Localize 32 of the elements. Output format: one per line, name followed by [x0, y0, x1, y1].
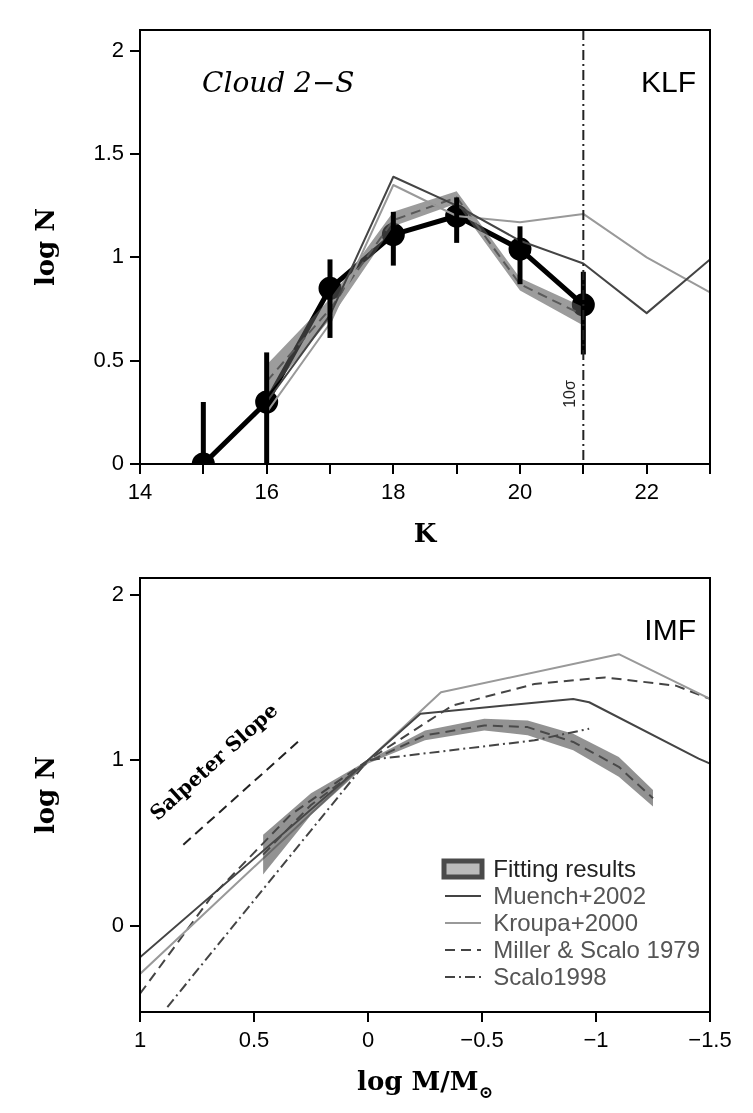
x-tick-label: 20: [507, 479, 533, 505]
y-tick-label: 0: [111, 450, 124, 476]
y-axis-title: log N: [30, 207, 60, 287]
x-tick-label: −0.5: [460, 1027, 504, 1053]
legend-label: Muench+2002: [493, 882, 647, 909]
text: Cloud 2−S: [202, 66, 355, 99]
ref-line-label: 10σ: [561, 380, 579, 408]
x-tick-label: 1: [133, 1027, 147, 1053]
x-tick-label: 0: [361, 1027, 375, 1053]
x-tick-label: 18: [381, 479, 406, 505]
legend-label: Scalo1998: [493, 963, 607, 990]
x-tick-label: 0.5: [238, 1027, 270, 1053]
y-tick-label: 1: [111, 243, 124, 269]
x-axis-title: log M/M⊙: [357, 1066, 493, 1102]
y-axis-title: log N: [30, 755, 60, 835]
x-axis-title: K: [413, 518, 438, 548]
annotation: IMF: [644, 613, 696, 646]
x-tick-label: −1: [583, 1027, 609, 1053]
x-tick-label: 16: [254, 479, 279, 505]
legend-label: Fitting results: [493, 855, 636, 882]
y-tick-label: 1: [111, 746, 124, 772]
y-tick-label: 0: [111, 911, 124, 937]
legend-label: Miller & Scalo 1979: [493, 936, 700, 963]
y-tick-label: 2: [111, 580, 124, 606]
y-tick-label: 0.5: [93, 346, 124, 372]
annotation: KLF: [640, 65, 696, 98]
y-tick-label: 2: [111, 36, 124, 62]
y-tick-label: 1.5: [93, 140, 124, 166]
x-tick-label: 14: [127, 479, 153, 505]
x-tick-label: 22: [634, 479, 659, 505]
x-tick-label: −1.5: [688, 1027, 732, 1053]
legend-label: Kroupa+2000: [493, 909, 639, 936]
